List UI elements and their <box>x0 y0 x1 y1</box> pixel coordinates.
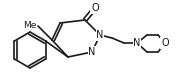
Text: N: N <box>88 47 96 57</box>
Text: O: O <box>91 3 99 13</box>
Text: N: N <box>96 30 104 40</box>
Text: Me: Me <box>23 21 36 30</box>
Text: O: O <box>161 38 169 48</box>
Text: N: N <box>133 38 141 48</box>
